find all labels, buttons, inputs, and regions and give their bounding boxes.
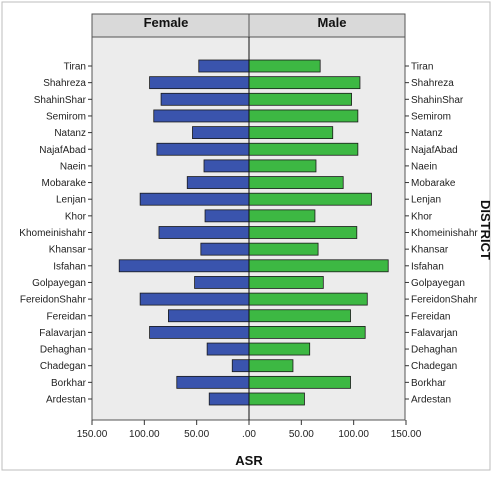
y-tick-label-right: Mobarake (411, 178, 456, 189)
y-tick-label-left: Mobarake (42, 178, 87, 189)
y-tick-label-right: Fereidan (411, 311, 450, 322)
x-tick-label: 100.00 (129, 429, 160, 440)
bar-female-mobarake (186, 176, 250, 189)
bar-female-falavarjan (149, 325, 250, 339)
bar-female-natanz (192, 126, 250, 139)
y-tick-label-right: Borkhar (411, 378, 447, 389)
panel-title-female: Female (144, 15, 189, 30)
y-tick-label-right: Natanz (411, 128, 443, 139)
y-tick-label-left: Khor (65, 211, 87, 222)
bar-male-semirom (248, 109, 359, 123)
y-tick-label-left: Dehaghan (40, 345, 86, 356)
y-tick-label-right: Isfahan (411, 261, 444, 272)
y-tick-label-left: Khansar (49, 245, 87, 256)
x-tick-label: 50.00 (289, 429, 314, 440)
y-tick-label-left: Tiran (64, 62, 86, 73)
bar-male-borkhar (248, 375, 351, 389)
y-tick-label-right: Lenjan (411, 195, 441, 206)
y-tick-label-right: Dehaghan (411, 345, 457, 356)
y-axis-label: DISTRICT (478, 200, 493, 260)
y-tick-label-right: Chadegan (411, 361, 457, 372)
bar-female-khor (204, 209, 250, 223)
y-tick-label-right: Semirom (411, 111, 451, 122)
bar-male-shahinshar (248, 92, 352, 106)
bar-female-isfahan (118, 259, 250, 273)
y-tick-label-left: Borkhar (51, 378, 87, 389)
bar-male-tiran (248, 59, 321, 73)
y-tick-label-right: Golpayegan (411, 278, 465, 289)
bar-female-semirom (153, 109, 250, 123)
bar-female-naein (203, 159, 250, 173)
bar-male-lenjan (248, 192, 372, 206)
y-tick-label-left: Naein (60, 161, 86, 172)
bar-male-golpayegan (248, 276, 324, 289)
y-tick-label-right: NajafAbad (411, 145, 458, 156)
bar-female-ardestan (208, 392, 250, 406)
y-tick-label-left: Ardestan (46, 395, 86, 406)
bar-female-golpayegan (194, 276, 250, 289)
bar-male-khomeinishahr (248, 226, 358, 239)
y-tick-label-left: Chadegan (40, 361, 86, 372)
bar-female-chadegan (231, 359, 250, 373)
bar-male-fereidan (248, 309, 351, 323)
y-tick-label-left: Natanz (54, 128, 86, 139)
x-tick-label: 150.00 (77, 429, 108, 440)
bar-female-tiran (198, 59, 250, 73)
y-tick-label-right: Khor (411, 211, 433, 222)
y-tick-label-right: FereidonShahr (411, 295, 478, 306)
bar-male-ardestan (248, 392, 305, 406)
bar-male-khor (248, 209, 316, 223)
bar-male-dehaghan (248, 342, 311, 356)
y-tick-label-right: Shahreza (411, 78, 454, 89)
y-tick-label-left: Shahreza (43, 78, 86, 89)
x-tick-label: 100.00 (338, 429, 369, 440)
y-tick-label-left: FereidonShahr (20, 295, 87, 306)
y-tick-label-left: Fereidan (47, 311, 86, 322)
bar-male-fereidonshahr (248, 292, 368, 306)
bar-male-mobarake (248, 176, 344, 189)
y-tick-label-right: Khansar (411, 245, 449, 256)
panel-title-male: Male (318, 15, 347, 30)
y-tick-label-left: Semirom (46, 111, 86, 122)
bar-female-shahinshar (160, 92, 250, 106)
bar-male-natanz (248, 126, 334, 139)
bar-female-lenjan (139, 192, 250, 206)
x-axis-label: ASR (235, 453, 263, 468)
y-tick-label-right: Tiran (411, 62, 433, 73)
bar-male-najafabad (248, 142, 359, 156)
x-tick-label: .00 (242, 429, 256, 440)
bar-female-najafabad (156, 142, 250, 156)
y-tick-label-right: Ardestan (411, 395, 451, 406)
y-tick-label-left: Golpayegan (32, 278, 86, 289)
bar-female-fereidan (168, 309, 250, 323)
bar-male-chadegan (248, 359, 294, 373)
y-tick-label-left: Isfahan (53, 261, 86, 272)
bar-male-naein (248, 159, 317, 173)
y-tick-label-left: ShahinShar (34, 95, 87, 106)
y-tick-label-left: NajafAbad (39, 145, 86, 156)
x-tick-label: 150.00 (391, 429, 422, 440)
bar-male-shahreza (248, 76, 361, 90)
bar-female-borkhar (176, 375, 250, 389)
bar-male-isfahan (248, 259, 389, 273)
y-tick-label-left: Khomeinishahr (19, 228, 86, 239)
y-tick-label-left: Lenjan (56, 195, 86, 206)
y-tick-label-right: Falavarjan (411, 328, 458, 339)
bar-male-falavarjan (248, 325, 366, 339)
bar-female-khomeinishahr (158, 226, 250, 239)
y-tick-label-right: Khomeinishahr (411, 228, 478, 239)
bar-female-shahreza (149, 76, 250, 90)
y-tick-label-left: Falavarjan (39, 328, 86, 339)
y-tick-label-right: ShahinShar (411, 95, 464, 106)
bar-female-khansar (200, 242, 250, 256)
bar-male-khansar (248, 242, 319, 256)
y-tick-label-right: Naein (411, 161, 437, 172)
bar-female-fereidonshahr (139, 292, 250, 306)
x-tick-label: 50.00 (184, 429, 209, 440)
bar-female-dehaghan (206, 342, 250, 356)
